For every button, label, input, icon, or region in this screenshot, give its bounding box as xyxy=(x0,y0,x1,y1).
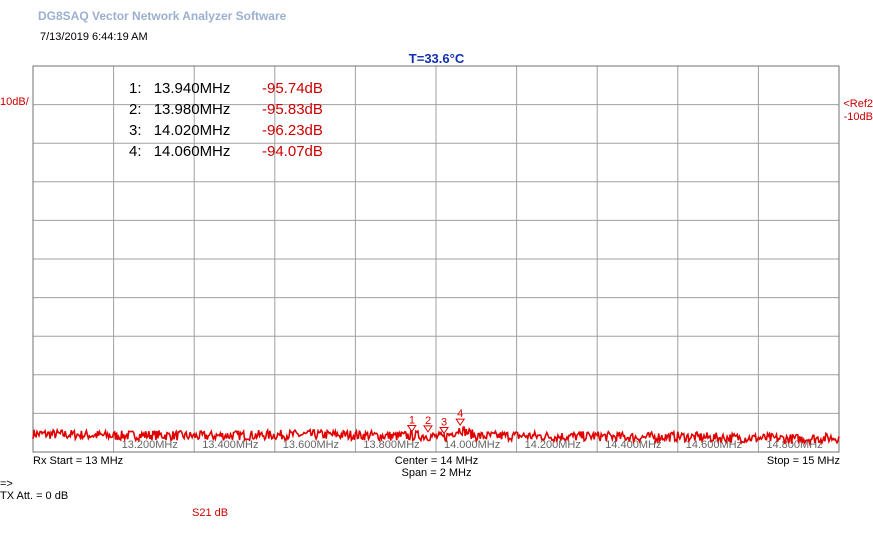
center-frequency-label: Center = 14 MHz xyxy=(394,455,479,467)
marker-num: 2: xyxy=(129,101,142,118)
trace-s21 xyxy=(32,426,840,447)
marker-row-2: 2: 13.980MHz -95.83dB xyxy=(129,99,323,120)
marker-frequency: 13.940MHz xyxy=(153,80,231,97)
app-title: DG8SAQ Vector Network Analyzer Software xyxy=(38,9,287,23)
marker-tag: 3 xyxy=(441,416,447,428)
reference-label: <Ref2 xyxy=(843,98,873,110)
marker-row-3: 3: 14.020MHz -96.23dB xyxy=(129,120,323,141)
marker-value: -95.83dB xyxy=(262,101,323,118)
reference-level: <Ref2 -10dB xyxy=(843,98,873,124)
marker-row-4: 4: 14.060MHz -94.07dB xyxy=(129,141,323,162)
marker-frequency: 14.020MHz xyxy=(153,122,231,139)
marker-triangle xyxy=(406,425,417,433)
x-tick-label: 13.200MHz xyxy=(122,439,178,451)
span-label: Span = 2 MHz xyxy=(401,467,472,479)
x-tick-label: 14.600MHz xyxy=(686,439,742,451)
plot-frame xyxy=(32,65,840,453)
marker-num: 4: xyxy=(129,143,142,160)
marker-frequency: 14.060MHz xyxy=(153,143,231,160)
stop-frequency-label: Stop = 15 MHz xyxy=(766,455,840,467)
marker-tag: 2 xyxy=(425,415,431,427)
trace-label-s21[interactable]: S21 dB xyxy=(192,507,229,519)
tx-attenuation-label: TX Att. = 0 dB xyxy=(0,490,69,502)
x-tick-label: 13.600MHz xyxy=(283,439,339,451)
marker-value: -95.74dB xyxy=(262,80,323,97)
arrow-indicator: => xyxy=(0,478,13,490)
temperature-readout: T=33.6°C xyxy=(408,51,465,66)
marker-row-1: 1: 13.940MHz -95.74dB xyxy=(129,78,323,99)
marker-triangle xyxy=(455,418,466,427)
timestamp: 7/13/2019 6:44:19 AM xyxy=(40,31,148,43)
marker-num: 3: xyxy=(129,122,142,139)
marker-value: -94.07dB xyxy=(262,143,323,160)
x-tick-label: 13.800MHz xyxy=(363,439,419,451)
x-tick-label: 14.400MHz xyxy=(605,439,661,451)
rx-start-label: Rx Start = 13 MHz xyxy=(33,455,124,467)
marker-triangle xyxy=(423,425,433,433)
reference-value: -10dB xyxy=(843,111,873,123)
marker-value: -96.23dB xyxy=(262,122,323,139)
marker-readout-table: 1: 13.940MHz -95.74dB 2: 13.980MHz -95.8… xyxy=(129,78,339,162)
x-tick-label: 14.000MHz xyxy=(444,439,500,451)
x-tick-label: 14.200MHz xyxy=(525,439,581,451)
marker-triangle xyxy=(439,426,449,435)
marker-tag: 4 xyxy=(457,408,463,420)
marker-num: 1: xyxy=(129,80,142,97)
x-tick-label: 13.400MHz xyxy=(202,439,258,451)
marker-frequency: 13.980MHz xyxy=(153,101,231,118)
marker-tag: 1 xyxy=(409,415,415,427)
scale-per-division: 10dB/ xyxy=(0,96,29,108)
